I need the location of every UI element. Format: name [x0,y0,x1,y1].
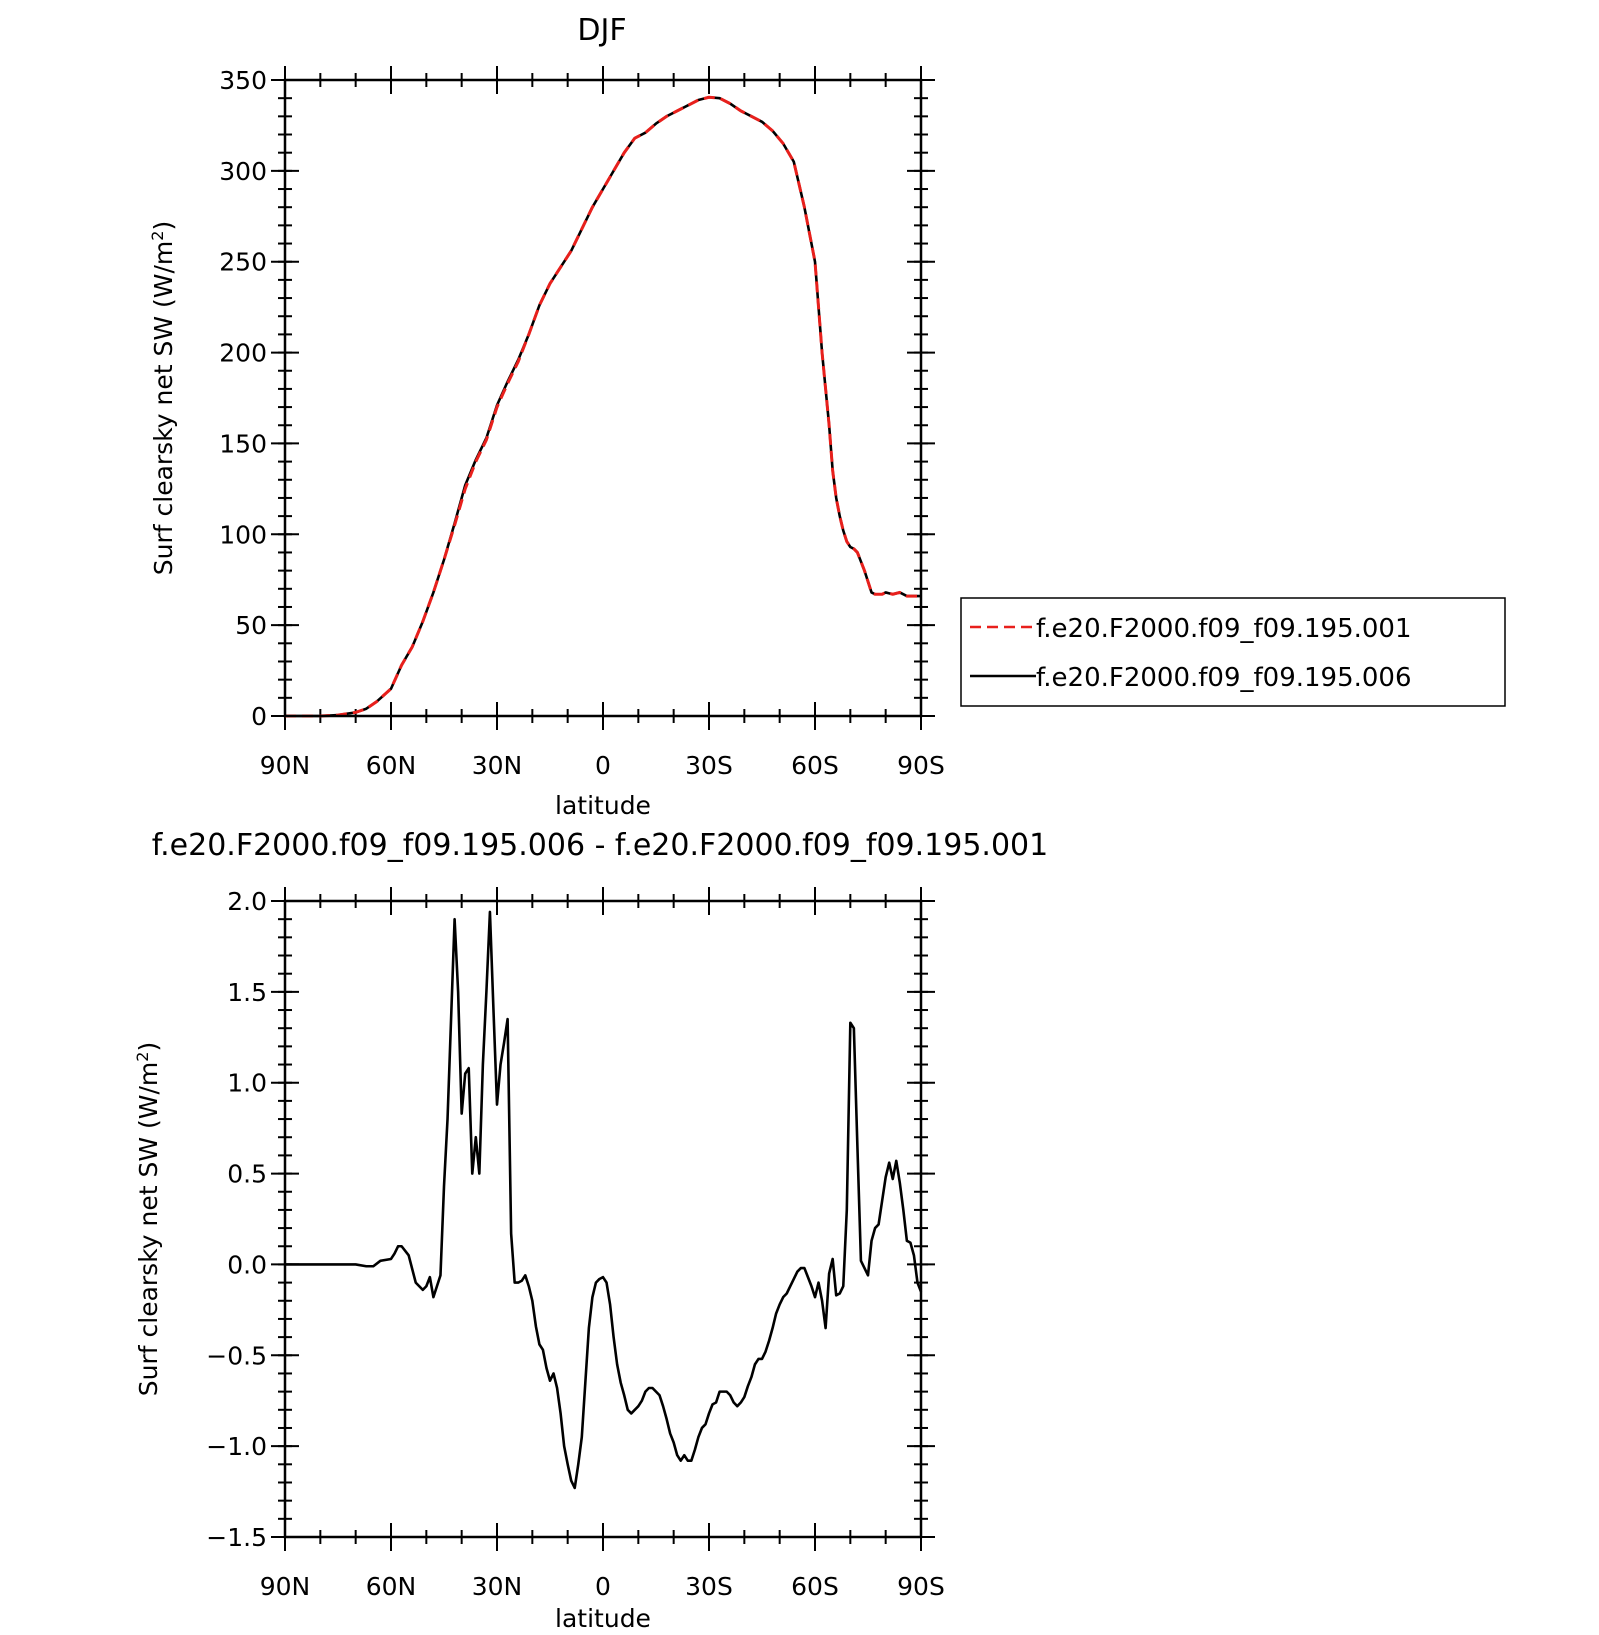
top-ytick-label: 200 [219,339,267,368]
bottom-chart-y-axis-label: Surf clearsky net SW (W/m2) [133,1042,164,1396]
legend-label-001: f.e20.F2000.f09_f09.195.001 [1036,614,1412,644]
top-chart-y-tick-labels: 0 50 100 150 200 250 300 350 [219,66,267,731]
top-chart-frame [283,78,923,718]
top-xtick-label: 0 [595,751,611,780]
bot-ytick-label: 2.0 [227,887,267,916]
bot-xtick-label: 60S [791,1572,839,1601]
bot-xtick-label: 0 [595,1572,611,1601]
bot-ytick-label: 1.0 [227,1069,267,1098]
top-chart-title: DJF [577,13,626,48]
bot-ytick-label: 0.5 [227,1160,267,1189]
top-ytick-label: 100 [219,520,267,549]
bot-xtick-label: 60N [366,1572,417,1601]
top-xtick-label: 60S [791,751,839,780]
legend: f.e20.F2000.f09_f09.195.001 f.e20.F2000.… [960,597,1506,707]
top-ytick-label: 50 [235,611,267,640]
bottom-chart-frame [283,899,923,1539]
bot-series-line-0 [285,910,923,1490]
bot-ytick-label: −0.5 [206,1341,267,1370]
bottom-chart-x-axis-label: latitude [555,1604,651,1633]
bot-ytick-label: 0.0 [227,1250,267,1279]
bot-ytick-label: −1.0 [206,1432,267,1461]
bottom-chart-ticks [271,887,935,1551]
bot-xtick-label: 90S [897,1572,945,1601]
top-xtick-label: 90S [897,751,945,780]
top-xtick-label: 30S [685,751,733,780]
bottom-chart-series [285,910,923,1490]
top-chart-series [285,95,921,718]
top-chart-y-axis-label: Surf clearsky net SW (W/m2) [148,221,179,575]
top-series-line-0 [285,95,921,718]
bot-xtick-label: 30S [685,1572,733,1601]
top-ytick-label: 0 [251,702,267,731]
bot-ytick-label: −1.5 [206,1523,267,1552]
top-ytick-label: 150 [219,429,267,458]
top-chart-x-axis-label: latitude [555,791,651,820]
top-xtick-label: 60N [366,751,417,780]
bot-ytick-label: 1.5 [227,978,267,1007]
top-xtick-label: 30N [472,751,523,780]
top-chart-x-tick-labels: 90N 60N 30N 0 30S 60S 90S [260,751,945,780]
bottom-chart: f.e20.F2000.f09_f09.195.006 - f.e20.F200… [133,828,1049,1633]
bot-xtick-label: 30N [472,1572,523,1601]
legend-label-006: f.e20.F2000.f09_f09.195.006 [1036,663,1412,693]
top-chart: DJF 0 50 100 150 200 250 300 350 90N 60N 30N 0 30S 6… [148,13,1506,820]
bottom-chart-y-tick-labels: 2.0 1.5 1.0 0.5 0.0 −0.5 −1.0 −1.5 [206,887,267,1552]
top-series-line-1 [285,95,921,718]
bottom-chart-x-tick-labels: 90N 60N 30N 0 30S 60S 90S [260,1572,945,1601]
top-ytick-label: 250 [219,248,267,277]
bottom-chart-title: f.e20.F2000.f09_f09.195.006 - f.e20.F200… [152,828,1048,863]
top-ytick-label: 300 [219,157,267,186]
bot-xtick-label: 90N [260,1572,311,1601]
legend-box [960,597,1506,707]
top-chart-ticks [271,66,935,730]
top-ytick-label: 350 [219,66,267,95]
top-xtick-label: 90N [260,751,311,780]
